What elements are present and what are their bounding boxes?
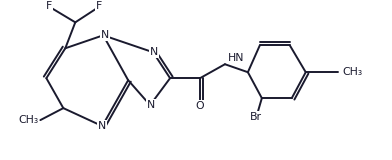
Text: Br: Br: [250, 112, 262, 122]
Text: CH₃: CH₃: [18, 115, 38, 125]
Text: N: N: [101, 30, 109, 40]
Text: N: N: [98, 121, 106, 131]
Text: N: N: [147, 100, 155, 110]
Text: O: O: [196, 101, 204, 111]
Text: F: F: [46, 1, 53, 11]
Text: CH₃: CH₃: [343, 67, 363, 77]
Text: F: F: [96, 1, 102, 11]
Text: N: N: [150, 47, 158, 57]
Text: HN: HN: [228, 53, 245, 63]
